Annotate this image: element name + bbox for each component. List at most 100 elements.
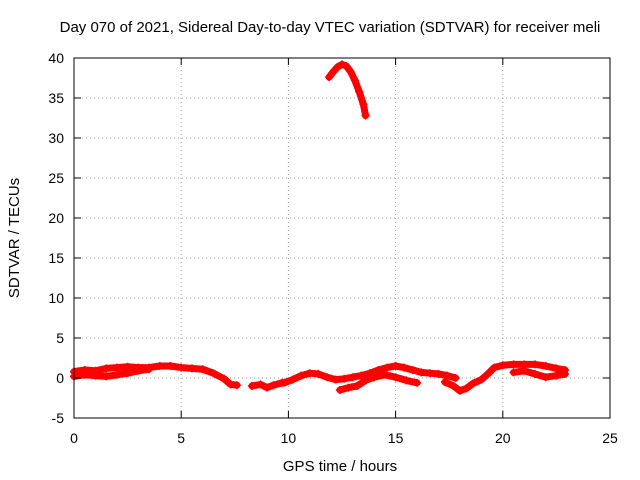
data-point <box>359 100 368 109</box>
series-arc-6 <box>440 360 569 395</box>
y-tick-label: 5 <box>56 330 64 346</box>
data-point <box>530 370 539 378</box>
data-point <box>400 363 409 372</box>
data-point <box>226 380 235 389</box>
series-arc-1 <box>70 362 241 390</box>
data-point <box>380 370 389 379</box>
data-point <box>123 369 132 378</box>
data-point <box>256 380 265 389</box>
data-point <box>80 370 89 379</box>
data-point <box>335 386 344 394</box>
x-tick-label: 25 <box>602 430 618 446</box>
data-point <box>340 374 349 383</box>
data-point <box>322 373 331 382</box>
data-point <box>509 368 518 377</box>
data-point <box>530 360 539 369</box>
data-point <box>187 364 196 373</box>
y-tick-label: 25 <box>48 170 64 186</box>
data-point <box>145 365 154 374</box>
y-tick-label: 30 <box>48 130 64 146</box>
y-tick-label: 40 <box>48 50 64 66</box>
data-point <box>455 386 464 395</box>
data-point <box>462 384 471 393</box>
data-point <box>209 369 218 378</box>
series-arc-4 <box>280 362 460 387</box>
data-point <box>370 373 379 382</box>
data-point <box>383 363 392 372</box>
data-point <box>198 365 207 374</box>
data-point <box>305 369 314 378</box>
data-point <box>361 376 370 385</box>
x-tick-label: 0 <box>70 430 78 446</box>
y-tick-label: 0 <box>56 370 64 386</box>
data-point <box>490 363 499 372</box>
data-point <box>443 371 452 380</box>
data-point <box>477 375 486 384</box>
data-point <box>314 370 323 378</box>
data-point <box>262 383 271 392</box>
data-point <box>350 76 359 85</box>
data-point <box>344 383 353 392</box>
data-point <box>102 372 111 381</box>
data-point <box>338 60 346 69</box>
data-point <box>361 111 370 120</box>
series-arc-3 <box>247 378 286 392</box>
data-point <box>297 371 306 380</box>
axes: 0 5 10 15 20 25 -5 0 5 10 15 20 25 30 35 40 <box>48 50 618 446</box>
x-axis-label: GPS time / hours <box>283 458 397 475</box>
data-point <box>391 373 400 382</box>
data-point <box>357 371 366 380</box>
data-point <box>408 366 417 374</box>
x-tick-label: 20 <box>495 430 511 446</box>
x-tick-label: 15 <box>388 430 404 446</box>
data-point <box>166 362 175 370</box>
x-tick-label: 5 <box>177 430 185 446</box>
data-point <box>520 366 529 375</box>
series-arc-5 <box>335 370 422 394</box>
y-tick-label: 10 <box>48 290 64 306</box>
data-point <box>353 382 362 390</box>
data-point <box>155 362 164 370</box>
data-point <box>220 374 229 383</box>
data-point <box>269 381 278 390</box>
data-point <box>552 364 561 373</box>
y-tick-label: 20 <box>48 210 64 226</box>
data-point <box>348 373 357 382</box>
data-point <box>112 363 121 372</box>
data-point <box>425 369 434 378</box>
data-point <box>413 378 422 387</box>
data-series <box>70 60 569 395</box>
data-point <box>498 361 507 370</box>
y-axis-label: SDTVAR / TECUs <box>6 178 23 298</box>
data-point <box>134 366 143 375</box>
data-point <box>333 62 342 71</box>
data-point <box>247 382 256 390</box>
plot-frame <box>73 57 611 419</box>
data-point <box>417 368 426 377</box>
chart-title: Day 070 of 2021, Sidereal Day-to-day VTE… <box>60 19 601 36</box>
data-point <box>288 375 297 384</box>
data-point <box>355 87 364 96</box>
data-point <box>329 67 338 76</box>
series-arc-7 <box>509 366 569 382</box>
series-trace <box>325 60 370 120</box>
data-point <box>541 373 550 382</box>
data-point <box>451 374 460 382</box>
series-arc-2 <box>70 365 154 381</box>
data-point <box>91 371 100 380</box>
data-point <box>280 378 289 387</box>
series-arc-8 <box>325 60 370 120</box>
data-point <box>112 370 121 379</box>
data-point <box>449 382 458 390</box>
data-point <box>483 370 492 378</box>
data-point <box>331 375 340 384</box>
data-point <box>232 381 241 390</box>
data-point <box>509 360 518 369</box>
data-point <box>541 362 550 370</box>
data-point <box>468 379 477 388</box>
data-point <box>342 62 351 70</box>
y-tick-label: 15 <box>48 250 64 266</box>
data-point <box>391 362 400 370</box>
data-point <box>552 371 561 380</box>
